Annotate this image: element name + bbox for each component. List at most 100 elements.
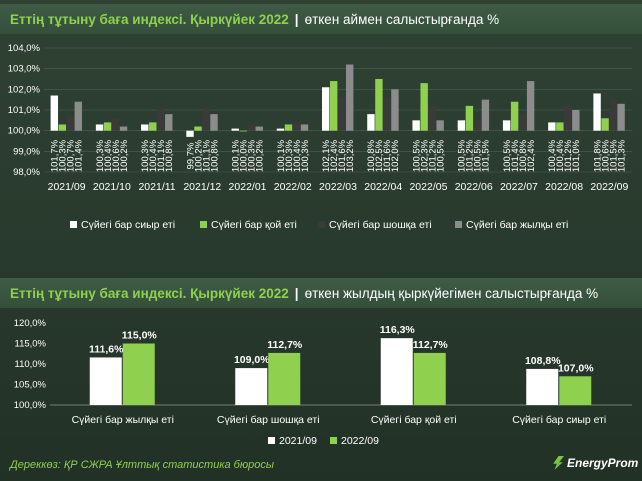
logo-text: EnergyProm — [567, 456, 639, 470]
source-note: Дереккөз: ҚР СЖРА Ұлттық статистика бюро… — [10, 459, 274, 471]
chart1-data-label: 102,4% — [526, 139, 537, 172]
chart1-x-tick-label: 2022/01 — [229, 181, 267, 193]
chart1-data-label: 100,4% — [292, 139, 303, 172]
chart2-data-label: 112,7% — [267, 339, 303, 351]
chart1-data-label: 100,3% — [140, 139, 151, 172]
chart1-x-tick-label: 2022/09 — [590, 181, 628, 193]
chart1-legend-label: Сүйегі бар шошқа еті — [329, 219, 432, 231]
chart1-data-label: 101,2% — [465, 139, 476, 172]
chart1-legend-label: Сүйегі бар сиыр еті — [81, 219, 175, 231]
chart1-legend-swatch — [455, 221, 462, 228]
chart2-data-label: 116,3% — [380, 324, 416, 336]
chart1-data-label: 102,5% — [374, 139, 385, 172]
chart1-x-tick-label: 2022/02 — [274, 181, 312, 193]
chart2-data-label: 107,0% — [558, 362, 594, 374]
chart1-bar — [391, 89, 399, 131]
chart1-data-label: 100,6% — [600, 139, 611, 172]
chart1-bar — [436, 120, 444, 131]
chart1-data-label: 100,5% — [411, 139, 422, 172]
chart1-data-label: 102,3% — [419, 139, 430, 172]
chart1-data-label: 101,4% — [510, 139, 521, 172]
chart2-y-tick-label: 105,0% — [14, 380, 47, 391]
chart1-data-label: 101,7% — [50, 139, 61, 172]
chart1-y-tick-label: 99,0% — [13, 146, 40, 157]
chart1-data-label: 100,4% — [148, 139, 159, 172]
chart2-legend-label: 2022/09 — [341, 435, 379, 447]
chart1-bar — [322, 87, 330, 131]
chart1-bar — [556, 122, 564, 131]
chart1-data-label: 100,5% — [435, 139, 446, 172]
chart2-y-tick-label: 110,0% — [14, 359, 46, 370]
chart2-data-label: 111,6% — [89, 343, 124, 355]
chart2-x-tick-label: Сүйегі бар сиыр еті — [512, 414, 606, 426]
chart1-bar — [609, 99, 617, 131]
chart1-x-tick-label: 2022/06 — [455, 181, 493, 193]
chart1-bar — [330, 81, 338, 131]
chart1-bar — [231, 128, 239, 131]
chart1-data-label: 101,5% — [608, 139, 619, 172]
chart1-data-label: 100,7% — [66, 139, 77, 172]
chart1-bar — [157, 107, 165, 131]
chart1-bar — [300, 124, 309, 131]
chart1-bar — [111, 118, 120, 131]
chart2-bar — [526, 368, 559, 405]
chart1-data-label: 101,6% — [337, 139, 348, 172]
chart1-x-tick-label: 2021/09 — [48, 181, 86, 193]
chart1-bar — [465, 105, 474, 131]
chart1-bar — [428, 105, 436, 131]
chart1-x-tick-label: 2022/03 — [319, 181, 357, 193]
chart1-data-label: 100,6% — [111, 139, 122, 172]
chart2-legend-swatch — [330, 437, 337, 444]
chart1-data-label: 100,4% — [555, 139, 566, 172]
chart1-data-label: 100,8% — [164, 139, 175, 172]
chart1-bar — [481, 99, 490, 131]
chart1-data-label: 100,3% — [58, 139, 69, 172]
chart2-legend-label: 2021/09 — [279, 435, 317, 447]
chart1-y-tick-label: 103,0% — [8, 64, 41, 75]
chart1-bar — [210, 114, 218, 131]
chart1-bar — [572, 110, 580, 131]
chart1-bar — [66, 116, 75, 131]
chart2-bar — [413, 352, 446, 405]
chart1-y-tick-label: 98,0% — [13, 167, 40, 178]
chart1-data-label: 100,3% — [284, 139, 295, 172]
chart2-title-sub: өткен жылдың қыркүйегімен салыстырғанда … — [304, 285, 599, 301]
chart1-data-label: 101,8% — [592, 139, 603, 172]
chart1-data-label: 100,5% — [473, 139, 484, 172]
chart1-bar — [526, 81, 535, 131]
chart1-bar — [473, 120, 482, 131]
chart1-bar — [50, 95, 59, 131]
chart1-data-label: 100,0% — [239, 139, 250, 172]
chart1-data-label: 101,5% — [481, 139, 492, 172]
chart1-data-label: 100,2% — [255, 139, 266, 172]
chart1-bar — [165, 114, 173, 131]
chart1-y-tick-label: 100,0% — [8, 126, 41, 137]
chart2-legend-swatch — [268, 437, 275, 444]
chart1-legend-swatch — [70, 221, 77, 228]
chart2-data-label: 108,8% — [525, 355, 561, 367]
chart1-data-label: 100,5% — [502, 139, 513, 172]
chart1-title-banner: Еттің тұтыну баға индексі. Қыркүйек 2022… — [0, 4, 642, 34]
chart1-bar — [338, 97, 346, 131]
chart2-bar — [235, 368, 268, 405]
chart1-bar — [518, 114, 527, 131]
chart1-data-label: 100,1% — [276, 139, 287, 172]
chart1-bar — [601, 118, 609, 131]
chart1-data-label: 101,2% — [563, 139, 574, 172]
chart1-legend-label: Сүйегі бар қой еті — [211, 219, 297, 231]
chart1-data-label: 101,2% — [427, 139, 438, 172]
chart1-bar — [548, 122, 556, 131]
chart1-bar — [239, 130, 247, 132]
chart1-data-label: 100,2% — [193, 139, 204, 172]
chart1-bar — [617, 103, 625, 131]
chart1-bar — [95, 124, 104, 131]
chart1-x-tick-label: 2022/07 — [500, 181, 538, 193]
chart1-y-tick-label: 102,0% — [8, 84, 41, 95]
chart1-data-label: 103,2% — [345, 139, 356, 172]
chart1-x-tick-label: 2022/05 — [409, 181, 447, 193]
chart2-x-tick-label: Сүйегі бар шошқа еті — [217, 414, 320, 426]
chart2-y-tick-label: 100,0% — [14, 400, 47, 411]
chart1-data-label: 100,3% — [247, 139, 258, 172]
chart1-bar — [255, 126, 263, 131]
